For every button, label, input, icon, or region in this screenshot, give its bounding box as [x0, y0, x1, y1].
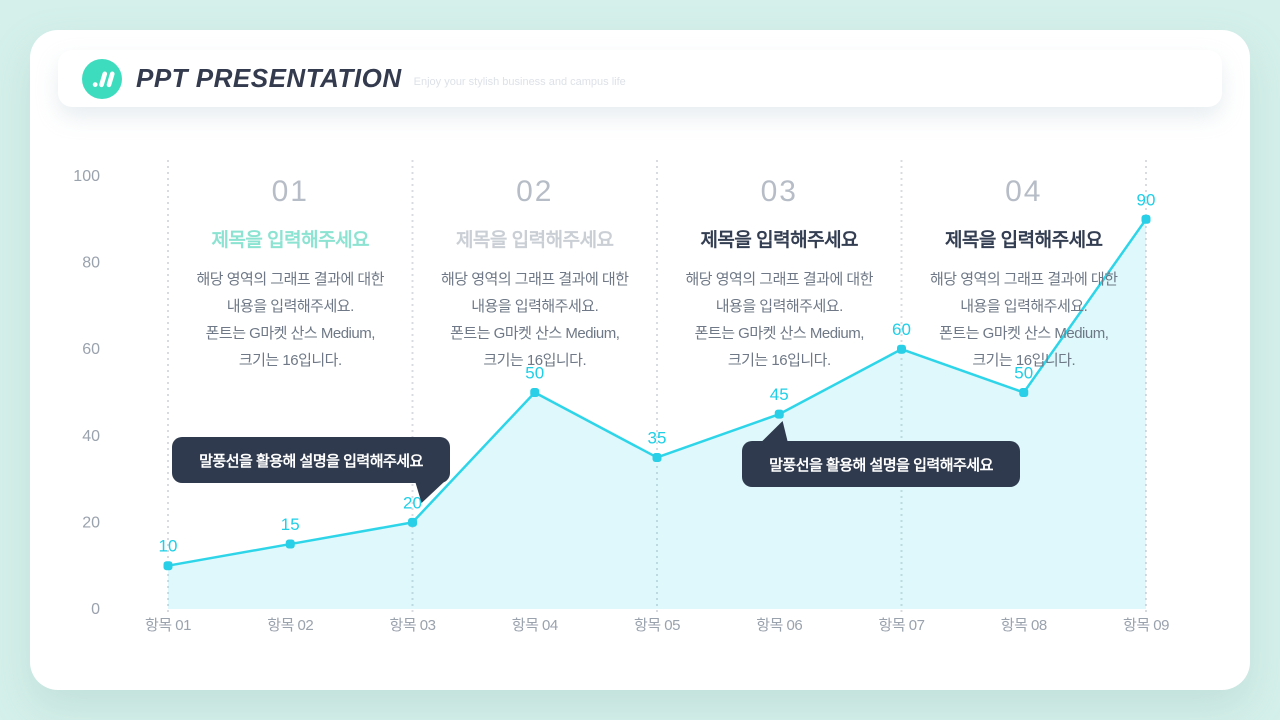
x-axis-category-label: 항목 06 [756, 617, 802, 634]
x-axis-category-label: 항목 09 [1123, 617, 1169, 634]
data-point-marker [1141, 214, 1151, 224]
x-axis-category-label: 항목 02 [267, 617, 313, 634]
x-axis-category-label: 항목 07 [879, 617, 925, 634]
data-point-label: 35 [648, 428, 667, 447]
data-point-label: 45 [770, 385, 789, 404]
y-axis-tick-label: 60 [82, 341, 100, 358]
page-subtitle: Enjoy your stylish business and campus l… [413, 75, 626, 88]
x-axis-category-label: 항목 01 [145, 617, 191, 634]
y-axis-tick-label: 0 [91, 601, 100, 618]
brand-logo-icon [82, 58, 122, 99]
y-axis-tick-label: 20 [82, 514, 100, 531]
data-point-label: 15 [281, 515, 300, 534]
page-title: PPT PRESENTATION [136, 63, 402, 93]
data-point-marker [774, 409, 784, 419]
data-point-label: 50 [525, 364, 544, 383]
y-axis-tick-label: 80 [82, 255, 100, 272]
header-bar: PPT PRESENTATION Enjoy your stylish busi… [58, 50, 1222, 107]
data-point-marker [408, 517, 417, 527]
callout-text: 말풍선을 활용해 설명을 입력해주세요 [769, 456, 993, 474]
data-point-marker [897, 344, 906, 354]
speech-bubble-callout[interactable]: 말풍선을 활용해 설명을 입력해주세요 [172, 437, 450, 503]
data-point-marker [652, 452, 662, 462]
x-axis-category-label: 항목 03 [390, 617, 436, 634]
x-axis-category-label: 항목 08 [1001, 617, 1047, 634]
data-point-marker [163, 561, 173, 571]
data-point-label: 20 [403, 493, 422, 512]
data-point-label: 90 [1137, 190, 1156, 209]
data-point-marker [530, 388, 540, 397]
data-point-marker [285, 539, 295, 549]
data-point-label: 60 [892, 320, 911, 339]
x-axis-category-label: 항목 05 [634, 617, 680, 634]
speech-bubble-callout[interactable]: 말풍선을 활용해 설명을 입력해주세요 [742, 421, 1020, 487]
data-point-label: 10 [159, 537, 178, 556]
x-axis-category-label: 항목 04 [512, 617, 558, 634]
y-axis-tick-label: 40 [82, 428, 100, 445]
callout-text: 말풍선을 활용해 설명을 입력해주세요 [199, 452, 423, 470]
data-point-marker [1019, 388, 1029, 397]
y-axis-tick-label: 100 [73, 168, 100, 185]
area-fill [168, 219, 1146, 610]
data-point-label: 50 [1014, 364, 1033, 383]
